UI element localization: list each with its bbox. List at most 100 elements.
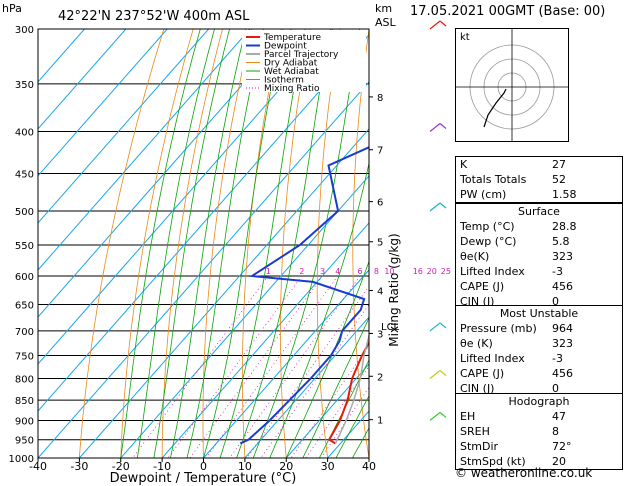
table-row: Lifted Index -3 (456, 351, 622, 366)
row-label: Pressure (mb) (460, 322, 537, 335)
pressure-tick-label: 350 (15, 80, 34, 91)
hpa-label: hPa (2, 2, 22, 15)
table-row: StmSpd (kt) 20 (456, 454, 622, 469)
row-label: EH (460, 410, 476, 423)
row-label: Lifted Index (460, 352, 525, 365)
mixing-ratio-label: 25 (441, 267, 451, 276)
mixing-ratio-label: 8 (374, 267, 379, 276)
table-row: EH 47 (456, 409, 622, 424)
table-row: Pressure (mb) 964 (456, 321, 622, 336)
wet-adiabat-line (203, 29, 284, 458)
x-tick-label: 40 (362, 460, 376, 473)
pressure-tick-label: 450 (15, 169, 34, 180)
isotherm-line (78, 128, 369, 458)
table-row: Temp (°C) 28.8 (456, 219, 622, 234)
y-axis-label: Mixing Ratio (g/kg) (387, 233, 401, 346)
row-label: θe (K) (460, 337, 493, 350)
km-label: km (375, 2, 392, 15)
row-value: 28.8 (552, 220, 577, 233)
legend-label: Wet Adiabat (264, 67, 319, 77)
wet-adiabat-line (236, 29, 331, 458)
hodograph-trace (483, 88, 507, 128)
wet-adiabat-line (252, 29, 360, 458)
dry-adiabat-line (120, 29, 194, 458)
wind-barb-staff (429, 20, 441, 30)
indices-table: K 27 Totals Totals 52 PW (cm) 1.58 (455, 156, 623, 203)
km-tick-label: 8 (377, 93, 383, 104)
row-label: θe(K) (460, 250, 490, 263)
legend-label: Dewpoint (264, 42, 307, 52)
mixing-ratio-label: 10 (384, 267, 394, 276)
legend-label: Mixing Ratio (264, 84, 320, 94)
isotherm-line (38, 81, 369, 458)
dry-adiabat-line (241, 29, 282, 458)
legend-label: Parcel Trajectory (264, 50, 339, 60)
pressure-tick-label: 800 (15, 374, 34, 385)
x-tick-label: -20 (112, 460, 130, 473)
dry-adiabat-line (421, 29, 452, 458)
legend-box (242, 30, 366, 92)
wind-barb-staff (429, 202, 441, 212)
row-label: StmSpd (kt) (460, 455, 526, 468)
wind-barb-flag (439, 123, 447, 129)
wet-adiabat-line (153, 29, 230, 458)
row-value: 5.8 (552, 235, 570, 248)
wet-adiabat-line (120, 29, 201, 458)
table-row: θe(K) 323 (456, 249, 622, 264)
series-dewpoint (239, 146, 369, 445)
x-tick-label: 0 (200, 460, 207, 473)
isotherm-line (244, 316, 369, 458)
x-tick-label: 30 (321, 460, 335, 473)
row-value: -3 (552, 265, 563, 278)
km-tick-label: 2 (377, 372, 383, 383)
wind-barb-flag (439, 411, 447, 418)
footer-credit: © weatheronline.co.uk (455, 466, 593, 480)
wet-adiabat-line (186, 29, 264, 458)
row-label: CIN (J) (460, 295, 495, 308)
row-label: CAPE (J) (460, 280, 505, 293)
row-value: 456 (552, 367, 573, 380)
km-tick-label: 5 (377, 238, 383, 249)
row-label: SREH (460, 425, 490, 438)
legend-label: Dry Adiabat (264, 59, 318, 69)
isotherm-line (38, 29, 292, 318)
wet-adiabat-line (335, 395, 369, 458)
dry-adiabat-line (352, 29, 369, 458)
mixing-ratio-label: 6 (357, 267, 362, 276)
dry-adiabat-line (202, 29, 253, 458)
x-axis-label: Dewpoint / Temperature (°C) (110, 471, 297, 486)
wind-barb-staff (429, 370, 441, 379)
row-value: -3 (552, 352, 563, 365)
row-label: Lifted Index (460, 265, 525, 278)
mixing-ratio-line (260, 304, 369, 458)
row-value: 0 (552, 382, 559, 395)
row-value: 1.58 (552, 188, 577, 201)
table-row: θe (K) 323 (456, 336, 622, 351)
hodograph: kt (455, 28, 569, 142)
row-value: 964 (552, 322, 573, 335)
isotherm-line (38, 29, 85, 83)
mixing-ratio-label: 20 (427, 267, 437, 276)
row-label: StmDir (460, 440, 499, 453)
wind-barb-staff (429, 411, 441, 421)
pressure-tick-label: 650 (15, 301, 34, 312)
x-tick-label: 10 (238, 460, 252, 473)
isotherm-line (285, 363, 369, 458)
row-value: 52 (552, 173, 566, 186)
mixing-ratio-label: 2 (299, 267, 304, 276)
isotherm-line (203, 269, 369, 458)
mixing-ratio-line (229, 275, 361, 458)
wet-adiabat-line (302, 316, 369, 458)
table-row: SREH 8 (456, 424, 622, 439)
most-unstable-table: Most Unstable Pressure (mb) 964 θe (K) 323 L… (455, 305, 623, 397)
km-tick-label: 1 (377, 416, 383, 427)
pressure-tick-label: 400 (15, 128, 34, 139)
series-parcel-trajectory (334, 332, 369, 444)
row-label: CIN (J) (460, 382, 495, 395)
km-tick-label: 7 (377, 146, 383, 157)
datetime: 17.05.2021 00GMT (Base: 00) (410, 4, 606, 19)
wet-adiabat-line (269, 161, 369, 458)
mixing-ratio-label: 4 (335, 267, 340, 276)
hodograph-unit: kt (460, 32, 470, 43)
table-row: K 27 (456, 157, 622, 172)
